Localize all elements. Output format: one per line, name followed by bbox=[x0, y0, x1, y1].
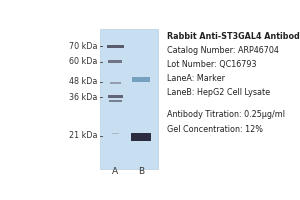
Text: Rabbit Anti-ST3GAL4 Antibody: Rabbit Anti-ST3GAL4 Antibody bbox=[167, 32, 300, 41]
Text: A: A bbox=[112, 167, 119, 176]
Bar bbox=[108, 60, 122, 63]
Bar bbox=[130, 133, 152, 141]
Text: B: B bbox=[139, 167, 145, 176]
Bar bbox=[110, 82, 121, 84]
Text: 70 kDa: 70 kDa bbox=[69, 42, 98, 51]
Text: LaneB: HepG2 Cell Lysate: LaneB: HepG2 Cell Lysate bbox=[167, 88, 270, 97]
Bar bbox=[107, 45, 124, 48]
Text: Gel Concentration: 12%: Gel Concentration: 12% bbox=[167, 125, 262, 134]
Text: 21 kDa: 21 kDa bbox=[69, 131, 98, 140]
Bar bbox=[100, 29, 158, 169]
Text: 48 kDa: 48 kDa bbox=[69, 77, 98, 86]
Text: Lot Number: QC16793: Lot Number: QC16793 bbox=[167, 60, 256, 69]
Bar bbox=[132, 77, 150, 82]
Bar bbox=[109, 100, 122, 102]
Text: Antibody Titration: 0.25μg/ml: Antibody Titration: 0.25μg/ml bbox=[167, 110, 284, 119]
Text: 36 kDa: 36 kDa bbox=[69, 93, 98, 102]
Text: Catalog Number: ARP46704: Catalog Number: ARP46704 bbox=[167, 46, 278, 55]
Bar bbox=[108, 95, 123, 98]
Text: 60 kDa: 60 kDa bbox=[69, 57, 98, 66]
Bar bbox=[112, 133, 119, 134]
Text: LaneA: Marker: LaneA: Marker bbox=[167, 74, 224, 83]
